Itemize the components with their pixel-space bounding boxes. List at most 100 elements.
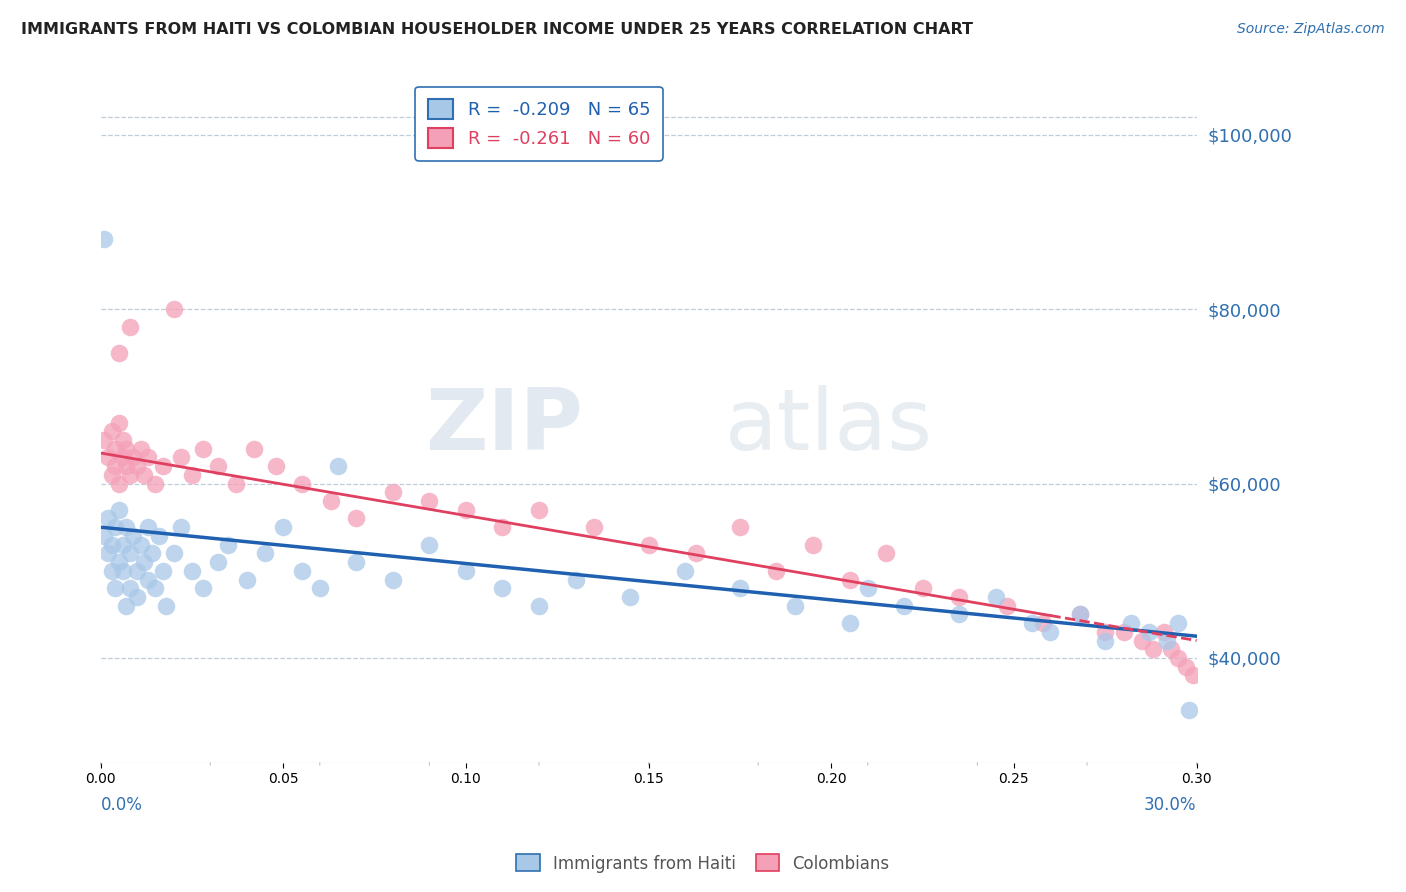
Point [491, 581, 513, 595]
Point [326, 459, 349, 474]
Text: IMMIGRANTS FROM HAITI VS COLOMBIAN HOUSEHOLDER INCOME UNDER 25 YEARS CORRELATION: IMMIGRANTS FROM HAITI VS COLOMBIAN HOUSE… [21, 22, 973, 37]
Point [111, 450, 134, 465]
Point [948, 590, 970, 604]
Point [129, 538, 152, 552]
Point [100, 467, 122, 482]
Point [1094, 633, 1116, 648]
Point [728, 581, 751, 595]
Point [122, 450, 145, 465]
Text: 30.0%: 30.0% [1144, 796, 1197, 814]
Point [1156, 633, 1178, 648]
Point [290, 476, 312, 491]
Point [271, 520, 294, 534]
Point [93, 433, 115, 447]
Point [148, 529, 170, 543]
Point [1112, 624, 1135, 639]
Point [108, 555, 131, 569]
Point [1167, 651, 1189, 665]
Point [152, 564, 174, 578]
Point [253, 546, 276, 560]
Point [673, 564, 696, 578]
Point [1039, 624, 1062, 639]
Point [93, 529, 115, 543]
Point [1021, 616, 1043, 631]
Point [191, 442, 214, 456]
Point [97, 546, 120, 560]
Point [875, 546, 897, 560]
Point [122, 529, 145, 543]
Point [995, 599, 1018, 613]
Point [181, 564, 204, 578]
Point [145, 476, 167, 491]
Point [728, 520, 751, 534]
Point [564, 573, 586, 587]
Point [104, 520, 127, 534]
Point [381, 485, 404, 500]
Point [108, 476, 131, 491]
Point [104, 581, 127, 595]
Point [104, 459, 127, 474]
Point [127, 564, 149, 578]
Point [136, 573, 159, 587]
Point [1130, 633, 1153, 648]
Point [170, 450, 193, 465]
Point [118, 467, 141, 482]
Point [136, 520, 159, 534]
Point [290, 564, 312, 578]
Point [127, 590, 149, 604]
Point [1032, 616, 1054, 631]
Point [1142, 642, 1164, 657]
Point [134, 555, 156, 569]
Point [984, 590, 1007, 604]
Point [637, 538, 659, 552]
Point [1174, 659, 1197, 673]
Point [108, 345, 131, 359]
Point [155, 599, 177, 613]
Point [619, 590, 641, 604]
Point [948, 607, 970, 622]
Point [118, 581, 141, 595]
Legend: Immigrants from Haiti, Colombians: Immigrants from Haiti, Colombians [509, 847, 897, 880]
Point [1160, 642, 1182, 657]
Point [454, 502, 477, 516]
Point [418, 538, 440, 552]
Point [163, 546, 186, 560]
Point [115, 459, 138, 474]
Point [181, 467, 204, 482]
Point [801, 538, 824, 552]
Point [118, 546, 141, 560]
Point [243, 442, 266, 456]
Point [191, 581, 214, 595]
Point [136, 450, 159, 465]
Point [127, 459, 149, 474]
Point [418, 494, 440, 508]
Text: 0.0%: 0.0% [101, 796, 142, 814]
Point [100, 564, 122, 578]
Point [129, 442, 152, 456]
Point [1178, 703, 1201, 717]
Point [1069, 607, 1091, 622]
Text: ZIP: ZIP [425, 385, 583, 468]
Point [893, 599, 915, 613]
Point [207, 459, 229, 474]
Point [344, 555, 367, 569]
Point [911, 581, 934, 595]
Point [783, 599, 806, 613]
Point [93, 232, 115, 246]
Point [856, 581, 879, 595]
Point [145, 581, 167, 595]
Point [104, 442, 127, 456]
Point [1094, 624, 1116, 639]
Point [235, 573, 257, 587]
Point [108, 416, 131, 430]
Point [582, 520, 605, 534]
Point [1119, 616, 1142, 631]
Point [1137, 624, 1160, 639]
Point [118, 319, 141, 334]
Point [225, 476, 247, 491]
Legend: R =  -0.209   N = 65, R =  -0.261   N = 60: R = -0.209 N = 65, R = -0.261 N = 60 [415, 87, 662, 161]
Point [527, 599, 550, 613]
Point [108, 502, 131, 516]
Point [152, 459, 174, 474]
Point [527, 502, 550, 516]
